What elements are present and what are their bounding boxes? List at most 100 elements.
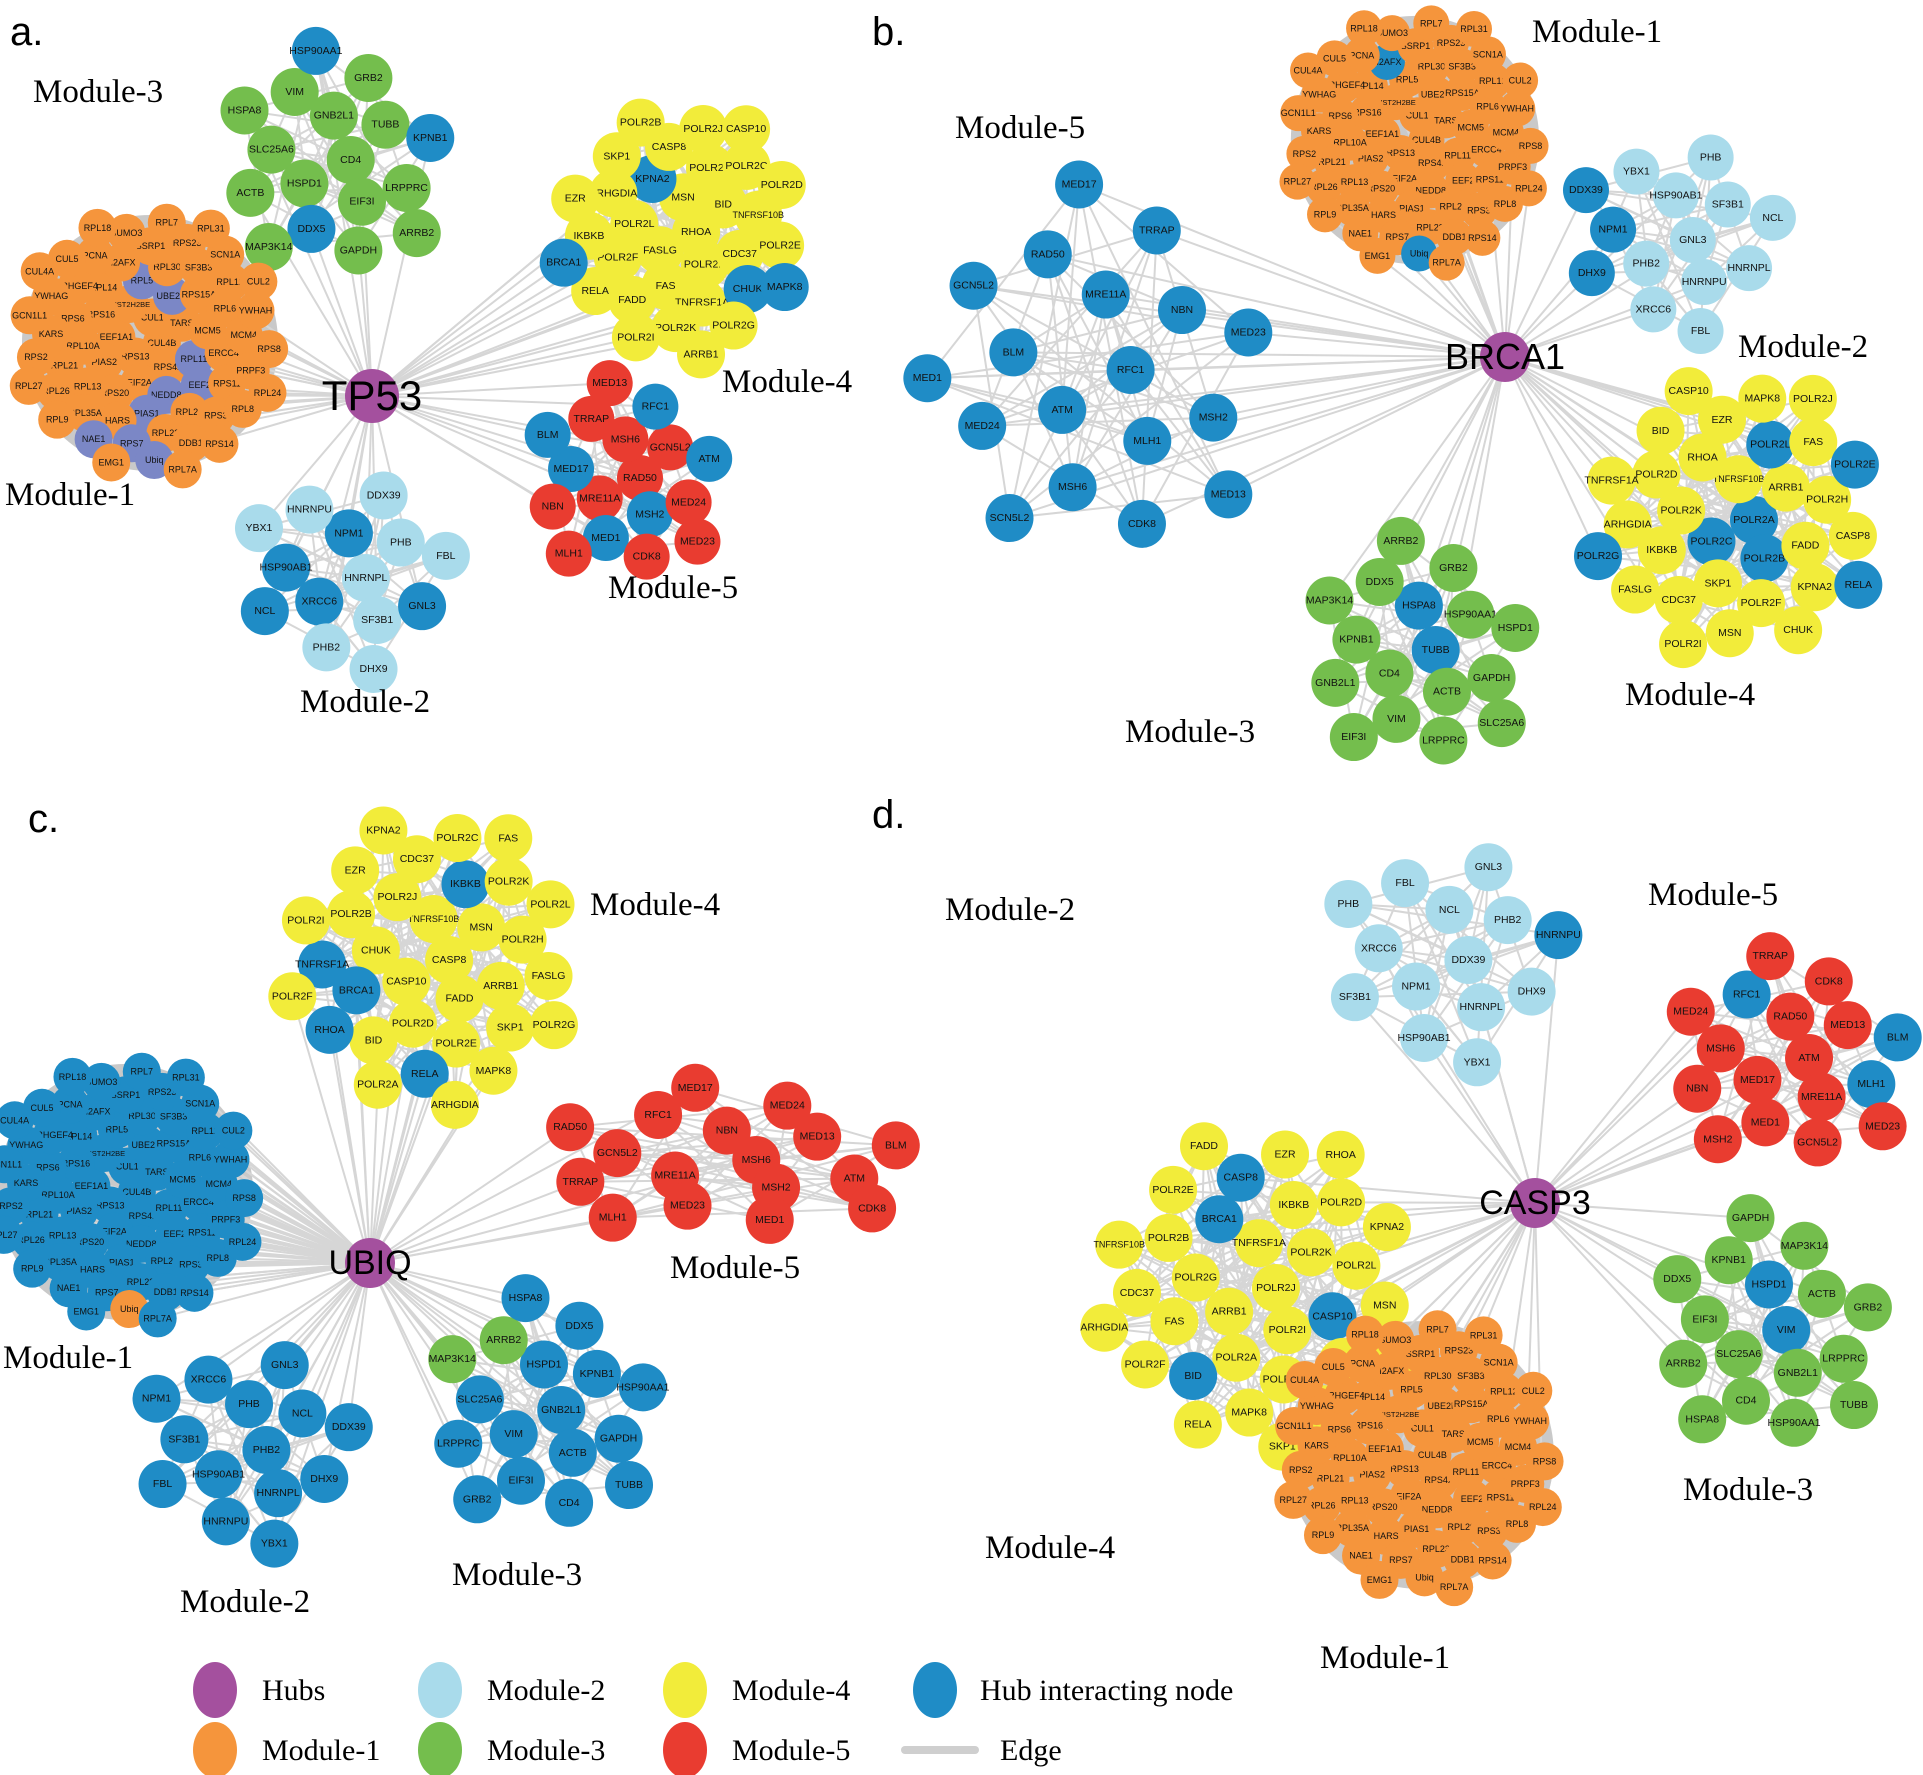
node-rpl27 (0, 1215, 23, 1254)
node-ywhah (1499, 90, 1536, 127)
edge (1504, 281, 1705, 358)
edge (1354, 996, 1536, 1204)
node-arrb2 (479, 1316, 528, 1365)
node-med23 (1224, 308, 1273, 357)
node-gapdh (1726, 1194, 1775, 1243)
node-cul4a (0, 1101, 34, 1140)
edge (1354, 919, 1509, 999)
node-cul2 (1514, 1371, 1553, 1410)
node-blm (1873, 1013, 1922, 1062)
legend-swatch-module-2 (418, 1662, 462, 1718)
node-gapdh (594, 1414, 643, 1463)
node-rela (571, 267, 620, 316)
edge (927, 331, 1249, 380)
edge (1354, 990, 1532, 999)
node-med24 (763, 1081, 812, 1130)
node-chuk (723, 265, 772, 314)
node-lrpprc (382, 163, 431, 212)
node-gapdh (334, 226, 383, 275)
node-ywhah (236, 291, 275, 330)
hub-label-casp3: CASP3 (1479, 1184, 1591, 1222)
node-polr2i (1263, 1306, 1312, 1355)
legend: Hubs Module-2 Module-4 Hub interacting node… (193, 1662, 1233, 1775)
node-fadd (1180, 1122, 1229, 1171)
node-msh2 (1693, 1115, 1742, 1164)
node-polr2f (1737, 579, 1786, 628)
node-cd4 (1721, 1376, 1770, 1425)
node-hnrnpu (1681, 258, 1728, 305)
legend-swatch-hubs (193, 1662, 237, 1718)
node-med17 (548, 445, 595, 492)
node-msh2 (1189, 393, 1238, 442)
node-pcna (76, 236, 115, 275)
node-mre11a (1081, 270, 1130, 319)
node-arhgdia (430, 1080, 479, 1129)
node-rpl7 (147, 203, 186, 242)
node-rpl27 (1279, 163, 1316, 200)
node-npm1 (1590, 206, 1637, 253)
node-ncl (1425, 885, 1474, 934)
labels-layer: Module-3 Module-4 Module-1 Module-2 Module-5… (3, 10, 1868, 1676)
edge (371, 382, 610, 397)
node-blm (871, 1121, 920, 1170)
node-ybx1 (234, 504, 283, 553)
node-gcn5l2 (593, 1129, 642, 1178)
node-cul4a (1290, 52, 1327, 89)
node-mre11a (576, 475, 623, 522)
node-rfc1 (632, 383, 679, 430)
node-cdk8 (848, 1184, 897, 1233)
node-rpl9 (13, 1249, 52, 1288)
node-polr2d (757, 160, 806, 209)
node-actb (548, 1428, 597, 1477)
node-hspd1 (1491, 603, 1540, 652)
node-pcna (1343, 37, 1380, 74)
node-rpl12 (1484, 1372, 1523, 1411)
node-gcn5l2 (647, 424, 694, 471)
node-grb2 (453, 1475, 502, 1524)
node-polr2k (1287, 1228, 1336, 1277)
edge (371, 395, 554, 508)
node-phb2 (302, 623, 351, 672)
edge (277, 1262, 371, 1494)
edge (371, 395, 548, 436)
node-med17 (1055, 160, 1104, 209)
node-polr2h (1803, 475, 1852, 524)
edge (1008, 369, 1132, 519)
node-ikbkb (1269, 1181, 1318, 1230)
node-kpnb1 (572, 1349, 621, 1398)
node-dhx9 (300, 1454, 349, 1503)
node-kpna2 (359, 806, 408, 855)
node-tnfrsf1a (1587, 456, 1636, 505)
edge (264, 541, 402, 612)
node-casp8 (1216, 1153, 1265, 1202)
node-polr2d (1317, 1178, 1366, 1227)
node-gnb2l1 (309, 91, 358, 140)
node-vim (270, 67, 319, 116)
hub-label-tp53: TP53 (322, 372, 422, 419)
c-module-5-label: Module-5 (670, 1250, 800, 1286)
node-ubiq (1401, 235, 1438, 272)
node-slc25a6 (247, 125, 296, 174)
node-med23 (674, 518, 721, 565)
node-lrpprc (434, 1419, 483, 1468)
a-module-1-label: Module-1 (5, 477, 135, 513)
node-cdc37 (1654, 575, 1703, 624)
node-nbn (1157, 286, 1206, 335)
nodes-layer: CD4HSPD1GNB2L1EIF3ISLC25A6TUBBDDX5VIMLRP… (0, 5, 1922, 1607)
node-gcn5l2 (949, 261, 998, 310)
node-hspa8 (220, 86, 269, 135)
node-map3k14 (1305, 576, 1354, 625)
edge (318, 395, 373, 602)
edge (1013, 351, 1506, 358)
node-ddx39 (359, 471, 408, 520)
node-tubb (1411, 626, 1460, 674)
node-ddx5 (1653, 1255, 1702, 1304)
node-blm (524, 411, 571, 458)
edge (1047, 253, 1506, 358)
edge (1504, 188, 1530, 358)
node-eif3i (1680, 1295, 1729, 1344)
node-rpl24 (1510, 170, 1547, 207)
node-pcna (51, 1085, 90, 1124)
node-ywhah (211, 1140, 250, 1179)
